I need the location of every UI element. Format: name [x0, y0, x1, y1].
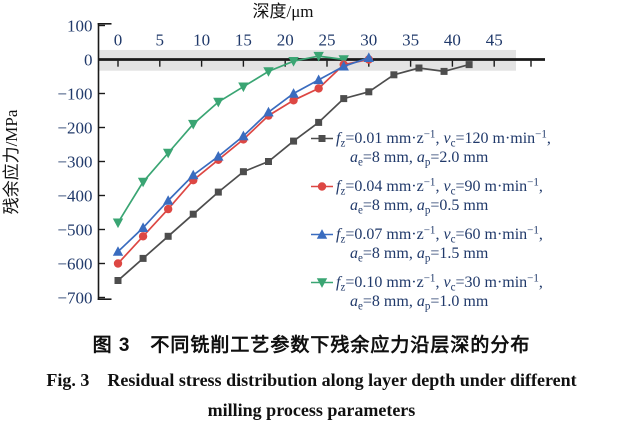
y-tick-label: −700 — [57, 289, 92, 308]
y-tick-labels: 100 0 −100 −200 −300 −400 −500 −600 −700 — [57, 17, 92, 308]
legend-entry-text: fz=0.07 mm·z−1, vc=60 m·min−1, ae=8 mm, a… — [336, 224, 543, 265]
legend-entry-text: fz=0.04 mm·z−1, vc=90 m·min−1, ae=8 mm, a… — [336, 176, 543, 217]
y-tick-label: 0 — [84, 51, 93, 70]
legend-entry-text: fz=0.10 mm·z−1, vc=30 m·min−1, ae=8 mm, a… — [336, 272, 543, 313]
legend-entry-3: fz=0.07 mm·z−1, vc=60 m·min−1, ae=8 mm, a… — [311, 224, 551, 265]
y-axis — [97, 22, 532, 301]
legend-entry-1: fz=0.01 mm·z−1, vc=120 m·min−1, ae=8 mm, … — [311, 128, 551, 169]
y-tick-label: −200 — [57, 119, 92, 138]
y-tick-label: −400 — [57, 187, 92, 206]
x-tick-label: 0 — [114, 31, 123, 50]
x-tick-label: 15 — [235, 31, 252, 50]
chart-canvas: 100 0 −100 −200 −300 −400 −500 −600 −700 0 5 10 15 20… — [2, 2, 545, 308]
legend-entry-text: fz=0.01 mm·z−1, vc=120 m·min−1, ae=8 mm, … — [336, 128, 551, 169]
x-axis-title: 深度/μm — [252, 2, 313, 21]
circle-marker-icon — [311, 182, 333, 191]
y-axis-title: 残余应力/MPa — [2, 109, 21, 214]
x-tick-label: 35 — [402, 31, 419, 50]
y-tick-label: −300 — [57, 153, 92, 172]
series-triangle-up — [112, 52, 374, 256]
legend-entry-4: fz=0.10 mm·z−1, vc=30 m·min−1, ae=8 mm, a… — [311, 272, 551, 313]
y-tick-label: −500 — [57, 221, 92, 240]
y-tick-label: 100 — [67, 17, 93, 36]
caption-english-line2: milling process parameters — [207, 400, 416, 420]
x-tick-label: 10 — [193, 31, 210, 50]
x-tick-label: 5 — [156, 31, 165, 50]
x-tick-label: 45 — [486, 31, 503, 50]
x-tick-label: 25 — [319, 31, 336, 50]
x-tick-label: 30 — [360, 31, 377, 50]
triangle-down-marker-icon — [311, 278, 333, 288]
square-marker-icon — [311, 135, 333, 142]
x-tick-label: 20 — [277, 31, 294, 50]
series-triangle-down — [112, 51, 349, 229]
triangle-up-marker-icon — [311, 229, 333, 239]
caption-chinese: 图 3 不同铣削工艺参数下残余应力沿层深的分布 — [92, 335, 531, 356]
x-tick-labels: 0 5 10 15 20 25 30 35 40 45 — [114, 31, 503, 50]
y-tick-label: −600 — [57, 255, 92, 274]
legend-entry-2: fz=0.04 mm·z−1, vc=90 m·min−1, ae=8 mm, a… — [311, 176, 551, 217]
caption-english-line1: Fig. 3 Residual stress distribution alon… — [46, 370, 577, 390]
series-square — [114, 61, 473, 284]
y-tick-label: −100 — [57, 85, 92, 104]
chart-legend: fz=0.01 mm·z−1, vc=120 m·min−1, ae=8 mm, … — [311, 128, 551, 313]
x-tick-label: 40 — [444, 31, 461, 50]
